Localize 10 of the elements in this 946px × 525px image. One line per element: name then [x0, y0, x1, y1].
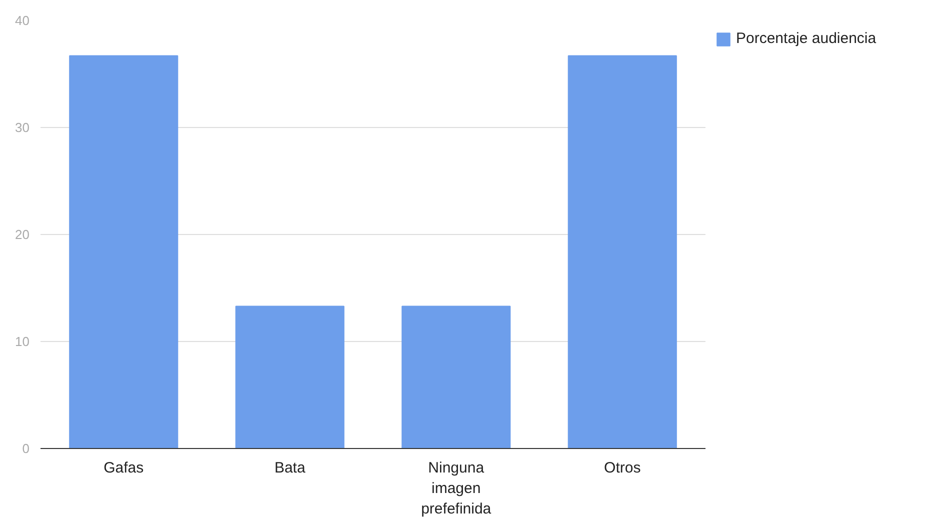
- x-tick-label: Gafas: [104, 460, 144, 476]
- y-tick-label: 40: [15, 13, 30, 28]
- y-tick-label: 0: [22, 441, 30, 456]
- y-tick-label: 30: [15, 120, 30, 135]
- x-tick-label: Otros: [604, 460, 641, 476]
- x-tick-label: Ninguna imagen prefefinida: [421, 460, 492, 518]
- y-tick-label: 20: [15, 227, 30, 242]
- y-tick-label: 10: [15, 334, 30, 349]
- legend-label: Porcentaje audiencia: [736, 30, 876, 47]
- x-tick-label: Bata: [274, 460, 306, 476]
